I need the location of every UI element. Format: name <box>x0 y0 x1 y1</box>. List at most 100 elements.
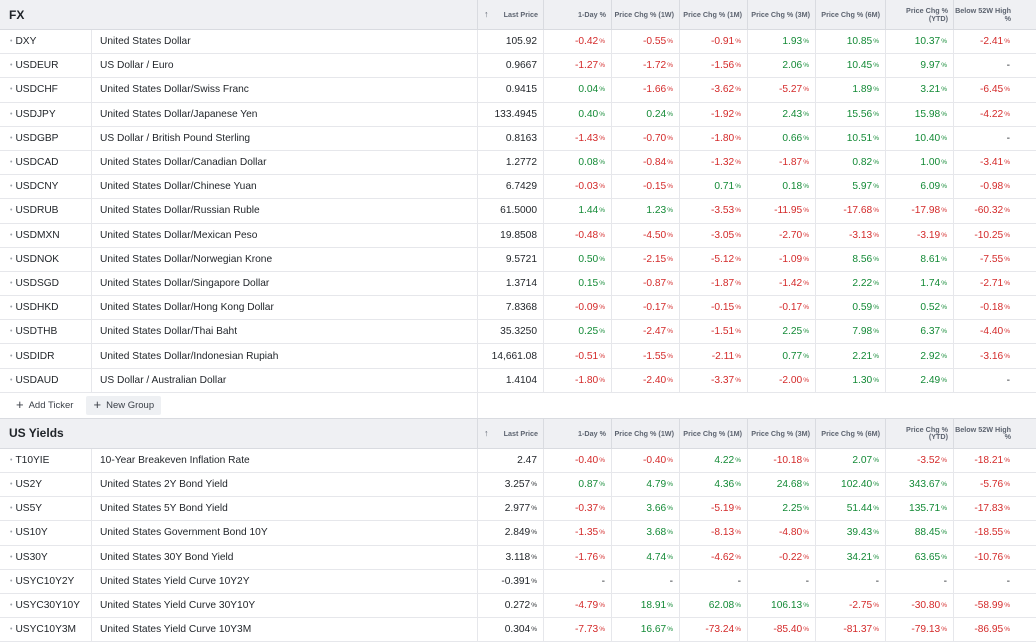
ticker-symbol[interactable]: • USDRUB <box>0 199 92 223</box>
drag-handle-icon[interactable]: • <box>10 529 13 537</box>
3m-change-cell: 2.25% <box>748 320 816 344</box>
drag-handle-icon[interactable]: • <box>10 134 13 142</box>
drag-handle-icon[interactable]: • <box>10 255 13 263</box>
table-row[interactable]: • USDIDR United States Dollar/Indonesian R… <box>0 344 1036 369</box>
3m-column-header[interactable]: Price Chg % (3M) <box>748 0 816 29</box>
drag-handle-icon[interactable]: • <box>10 456 13 464</box>
drag-handle-icon[interactable]: • <box>10 231 13 239</box>
ticker-symbol[interactable]: • USDMXN <box>0 223 92 247</box>
ticker-symbol[interactable]: • USDHKD <box>0 296 92 320</box>
drag-handle-icon[interactable]: • <box>10 86 13 94</box>
table-row[interactable]: • USDRUB United States Dollar/Russian Rubl… <box>0 199 1036 224</box>
add-ticker-button[interactable]: + Add Ticker <box>9 396 80 415</box>
ticker-symbol[interactable]: • US10Y <box>0 521 92 545</box>
1w-column-header[interactable]: Price Chg % (1W) <box>612 418 680 448</box>
last-price-column-header[interactable]: ↑ Last Price <box>478 0 544 29</box>
ticker-symbol[interactable]: • USDIDR <box>0 344 92 368</box>
ticker-symbol[interactable]: • USYC30Y10Y <box>0 593 92 618</box>
table-row[interactable]: • US2Y United States 2Y Bond Yield 3.257% 0.… <box>0 473 1036 498</box>
drag-handle-icon[interactable]: • <box>10 279 13 287</box>
1-day-column-header[interactable]: 1-Day % <box>544 418 612 448</box>
ticker-symbol[interactable]: • T10YIE <box>0 448 92 472</box>
last-price-column-header[interactable]: ↑ Last Price <box>478 418 544 448</box>
ticker-symbol[interactable]: • USDAUD <box>0 368 92 392</box>
table-row[interactable]: • USDAUD US Dollar / Australian Dollar 1.41… <box>0 368 1036 393</box>
drag-handle-icon[interactable]: • <box>10 328 13 336</box>
table-row[interactable]: • USDMXN United States Dollar/Mexican Peso… <box>0 223 1036 248</box>
table-row[interactable]: • USYC10Y3M United States Yield Curve 10Y3… <box>0 618 1036 643</box>
1m-change-cell: 4.36% <box>680 473 748 497</box>
3m-change-cell: -0.17% <box>748 296 816 320</box>
ticker-symbol[interactable]: • US30Y <box>0 545 92 569</box>
ticker-symbol[interactable]: • USDSGD <box>0 271 92 296</box>
table-row[interactable]: • US10Y United States Government Bond 10Y 2… <box>0 521 1036 546</box>
drag-handle-icon[interactable]: • <box>10 159 13 167</box>
6m-change-cell: 102.40% <box>816 473 886 497</box>
3m-header-label: Price Chg % (3M) <box>751 428 810 438</box>
6m-header-label: Price Chg % (6M) <box>821 9 880 19</box>
1w-column-header[interactable]: Price Chg % (1W) <box>612 0 680 29</box>
table-row[interactable]: • USDCAD United States Dollar/Canadian Dol… <box>0 150 1036 176</box>
sort-ascending-icon[interactable]: ↑ <box>484 9 489 19</box>
drag-handle-icon[interactable]: • <box>10 577 13 585</box>
drag-handle-icon[interactable]: • <box>10 304 13 312</box>
6m-column-header[interactable]: Price Chg % (6M) <box>816 0 886 29</box>
52w-high-change-cell: -2.41% <box>979 36 1010 48</box>
table-row[interactable]: • USDEUR US Dollar / Euro 0.9667 -1.27% -1.72… <box>0 54 1036 79</box>
yields-section-title[interactable]: US Yields <box>0 418 478 448</box>
ticker-symbol[interactable]: • USYC10Y3M <box>0 618 92 642</box>
ticker-symbol[interactable]: • USYC10Y2Y <box>0 569 92 593</box>
table-row[interactable]: • USDHKD United States Dollar/Hong Kong Do… <box>0 296 1036 321</box>
52w-high-column-header[interactable]: Below 52W High % <box>954 419 1016 448</box>
drag-handle-icon[interactable]: • <box>10 626 13 634</box>
ticker-symbol[interactable]: • US5Y <box>0 497 92 521</box>
1m-column-header[interactable]: Price Chg % (1M) <box>680 0 748 29</box>
ticker-symbol[interactable]: • DXY <box>0 30 92 54</box>
ticker-symbol[interactable]: • USDNOK <box>0 247 92 271</box>
table-row[interactable]: • USDGBP US Dollar / British Pound Sterlin… <box>0 126 1036 151</box>
table-row[interactable]: • T10YIE 10-Year Breakeven Inflation Rate 2… <box>0 448 1036 473</box>
ticker-symbol[interactable]: • USDCNY <box>0 175 92 199</box>
ticker-symbol[interactable]: • USDEUR <box>0 54 92 78</box>
fx-section-title[interactable]: FX <box>0 0 478 29</box>
table-row[interactable]: • USYC30Y10Y United States Yield Curve 30Y… <box>0 593 1036 619</box>
ticker-symbol[interactable]: • USDTHB <box>0 320 92 344</box>
drag-handle-icon[interactable]: • <box>10 207 13 215</box>
sort-ascending-icon[interactable]: ↑ <box>484 427 489 438</box>
6m-column-header[interactable]: Price Chg % (6M) <box>816 418 886 448</box>
table-row[interactable]: • US5Y United States 5Y Bond Yield 2.977% -0… <box>0 497 1036 522</box>
drag-handle-icon[interactable]: • <box>10 481 13 489</box>
table-row[interactable]: • USDCHF United States Dollar/Swiss Franc 0… <box>0 78 1036 103</box>
table-row[interactable]: • DXY United States Dollar 105.92 -0.42% -0.5… <box>0 30 1036 55</box>
drag-handle-icon[interactable]: • <box>10 62 13 70</box>
instrument-name: United States Government Bond 10Y <box>92 521 478 545</box>
ticker-symbol[interactable]: • USDCAD <box>0 150 92 175</box>
table-row[interactable]: • USDNOK United States Dollar/Norwegian Kr… <box>0 247 1036 272</box>
table-row[interactable]: • USDTHB United States Dollar/Thai Baht 35.… <box>0 320 1036 345</box>
ticker-symbol[interactable]: • USDGBP <box>0 126 92 150</box>
52w-high-column-header[interactable]: Below 52W High % <box>954 0 1016 29</box>
3m-column-header[interactable]: Price Chg % (3M) <box>748 418 816 448</box>
drag-handle-icon[interactable]: • <box>10 602 13 610</box>
drag-handle-icon[interactable]: • <box>10 376 13 384</box>
table-row[interactable]: • US30Y United States 30Y Bond Yield 3.118%… <box>0 545 1036 570</box>
table-row[interactable]: • USDSGD United States Dollar/Singapore Do… <box>0 271 1036 297</box>
table-row[interactable]: • USDCNY United States Dollar/Chinese Yuan… <box>0 175 1036 200</box>
drag-handle-icon[interactable]: • <box>10 110 13 118</box>
ytd-column-header[interactable]: Price Chg % (YTD) <box>886 418 954 448</box>
drag-handle-icon[interactable]: • <box>10 183 13 191</box>
drag-handle-icon[interactable]: • <box>10 38 13 46</box>
1-day-column-header[interactable]: 1-Day % <box>544 0 612 29</box>
table-row[interactable]: • USDJPY United States Dollar/Japanese Yen… <box>0 102 1036 127</box>
ticker-symbol[interactable]: • USDJPY <box>0 102 92 126</box>
ticker-symbol[interactable]: • USDCHF <box>0 78 92 102</box>
drag-handle-icon[interactable]: • <box>10 553 13 561</box>
table-row[interactable]: • USYC10Y2Y United States Yield Curve 10Y2… <box>0 569 1036 594</box>
drag-handle-icon[interactable]: • <box>10 352 13 360</box>
drag-handle-icon[interactable]: • <box>10 505 13 513</box>
1m-column-header[interactable]: Price Chg % (1M) <box>680 418 748 448</box>
1w-change-cell: 0.24% <box>612 102 680 126</box>
new-group-button[interactable]: + New Group <box>86 395 162 415</box>
ytd-column-header[interactable]: Price Chg % (YTD) <box>886 0 954 29</box>
ticker-symbol[interactable]: • US2Y <box>0 473 92 497</box>
